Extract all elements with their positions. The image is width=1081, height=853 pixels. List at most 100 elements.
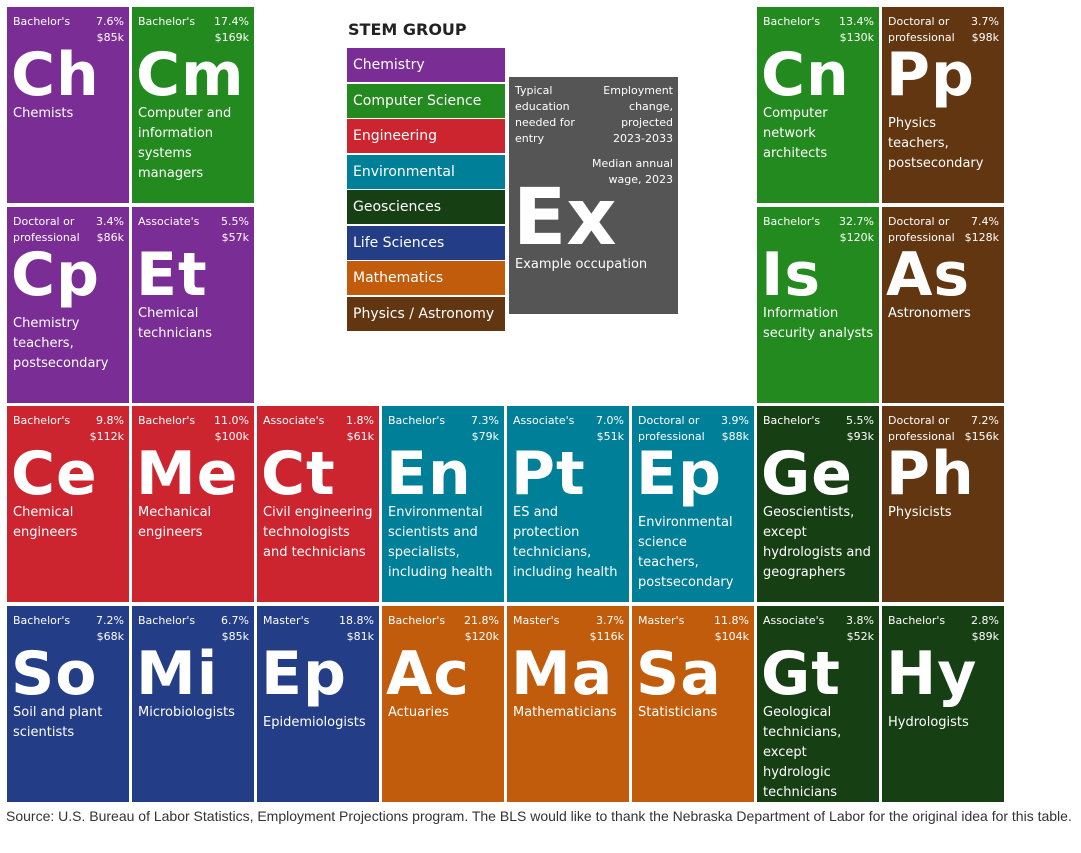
tile-wage: $61k	[346, 430, 374, 443]
tile-occupation: Chemical technicians	[138, 306, 213, 341]
tile-mechanical-engineers: Bachelor's 11.0% $100k Me Mechanical eng…	[132, 406, 254, 602]
tile-change: 7.6%	[96, 15, 124, 28]
tile-symbol: Ph	[886, 439, 975, 509]
tile-education: Bachelor's	[388, 414, 446, 427]
tile-computer-network-architects: Bachelor's 13.4% $130k Cn Computer netwo…	[757, 7, 879, 203]
tile-chemical-technicians: Associate's 5.5% $57k Et Chemical techni…	[132, 207, 254, 403]
tile-education: Associate's	[513, 414, 575, 427]
tile-education: Bachelor's	[138, 414, 196, 427]
tile-occupation: Geoscientists, except hydrologists and g…	[763, 505, 871, 580]
tile-education: Master's	[638, 614, 685, 627]
tile-education: Doctoral or professional	[13, 215, 80, 244]
tile-wage: $86k	[96, 231, 124, 244]
tile-education: Master's	[263, 614, 310, 627]
tile-education: Bachelor's	[763, 215, 821, 228]
tile-change: 13.4%	[839, 15, 874, 28]
legend-item-chemistry: Chemistry	[347, 48, 505, 82]
tile-symbol: Gt	[761, 639, 841, 709]
tile-wage: $112k	[89, 430, 124, 443]
tile-symbol: Cm	[136, 40, 245, 110]
tile-change: 2.8%	[971, 614, 999, 627]
tile-symbol: Ge	[761, 439, 853, 509]
tile-chemistry-teachers: Doctoral or professional 3.4% $86k Cp Ch…	[7, 207, 129, 403]
tile-statisticians: Master's 11.8% $104k Sa Statisticians	[632, 606, 754, 802]
tile-symbol: Ac	[386, 639, 471, 709]
tile-wage: $128k	[964, 231, 999, 244]
tile-symbol: Cp	[11, 240, 100, 310]
legend-item-computer-science: Computer Science	[347, 84, 505, 118]
tile-symbol: Ep	[261, 639, 347, 709]
tile-change: 7.2%	[96, 614, 124, 627]
tile-change: 3.7%	[596, 614, 624, 627]
tile-education: Doctoral or professional	[888, 15, 955, 44]
tile-epidemiologists: Master's 18.8% $81k Ep Epidemiologists	[257, 606, 379, 802]
example-symbol: Ex	[513, 173, 617, 263]
tile-physicists: Doctoral or professional 7.2% $156k Ph P…	[882, 406, 1004, 602]
tile-occupation: Physics teachers, postsecondary	[888, 116, 984, 171]
tile-occupation: Mechanical engineers	[138, 505, 212, 540]
tile-hydrologists: Bachelor's 2.8% $89k Hy Hydrologists	[882, 606, 1004, 802]
tile-education: Bachelor's	[138, 15, 196, 28]
tile-occupation: Chemical engineers	[13, 505, 78, 540]
tile-change: 9.8%	[96, 414, 124, 427]
tile-occupation: Geological technicians, except hydrologi…	[763, 705, 842, 800]
tile-computer-info-managers: Bachelor's 17.4% $169k Cm Computer and i…	[132, 7, 254, 203]
legend-title: STEM GROUP	[348, 20, 467, 39]
tile-wage: $93k	[846, 430, 874, 443]
tile-occupation: Computer network architects	[763, 106, 828, 161]
tile-wage: $85k	[96, 31, 124, 44]
tile-education: Associate's	[138, 215, 200, 228]
tile-education: Doctoral or professional	[638, 414, 705, 443]
tile-change: 7.2%	[971, 414, 999, 427]
tile-education: Doctoral or professional	[888, 414, 955, 443]
tile-symbol: Hy	[886, 639, 978, 709]
tile-wage: $98k	[971, 31, 999, 44]
tile-education: Associate's	[763, 614, 825, 627]
tile-education: Bachelor's	[888, 614, 946, 627]
tile-change: 11.8%	[714, 614, 749, 627]
tile-change: 3.4%	[96, 215, 124, 228]
tile-change: 18.8%	[339, 614, 374, 627]
tile-symbol: Ct	[261, 439, 336, 509]
tile-occupation: Environmental science teachers, postseco…	[638, 515, 734, 590]
tile-wage: $116k	[589, 630, 624, 643]
tile-symbol: So	[11, 639, 98, 709]
tile-occupation: Soil and plant scientists	[13, 705, 103, 740]
source-note: Source: U.S. Bureau of Labor Statistics,…	[6, 808, 1072, 824]
tile-education: Bachelor's	[763, 15, 821, 28]
tile-symbol: Is	[761, 240, 822, 310]
example-occupation: Example occupation	[515, 257, 648, 272]
tile-education: Master's	[513, 614, 560, 627]
tile-symbol: Sa	[636, 639, 722, 709]
tile-symbol: En	[386, 439, 472, 509]
example-wage-label: Median annual wage, 2023	[592, 157, 673, 186]
tile-change: 3.7%	[971, 15, 999, 28]
tile-education: Doctoral or professional	[888, 215, 955, 244]
tile-symbol: Mi	[136, 639, 219, 709]
tile-occupation: Information security analysts	[763, 306, 874, 341]
example-education-label: Typical education needed for entry	[515, 84, 575, 145]
tile-microbiologists: Bachelor's 6.7% $85k Mi Microbiologists	[132, 606, 254, 802]
tile-occupation: Microbiologists	[138, 705, 235, 720]
tile-wage: $120k	[464, 630, 499, 643]
tile-wage: $120k	[839, 231, 874, 244]
tile-wage: $130k	[839, 31, 874, 44]
tile-environmental-science-teachers: Doctoral or professional 3.9% $88k Ep En…	[632, 406, 754, 602]
legend-item-environmental-science: Environmental Science	[347, 155, 505, 214]
tile-geological-technicians: Associate's 3.8% $52k Gt Geological tech…	[757, 606, 879, 802]
tile-astronomers: Doctoral or professional 7.4% $128k As A…	[882, 207, 1004, 403]
tile-change: 3.9%	[721, 414, 749, 427]
tile-chemists: Bachelor's 7.6% $85k Ch Chemists	[7, 7, 129, 203]
tile-wage: $52k	[846, 630, 874, 643]
tile-occupation: Civil engineering technologists and tech…	[263, 505, 373, 560]
tile-wage: $68k	[96, 630, 124, 643]
tile-occupation: Epidemiologists	[263, 715, 366, 730]
tile-wage: $89k	[971, 630, 999, 643]
tile-symbol: Cn	[761, 40, 850, 110]
tile-wage: $88k	[721, 430, 749, 443]
tile-wage: $169k	[214, 31, 249, 44]
tile-occupation: Actuaries	[388, 705, 449, 720]
tile-change: 17.4%	[214, 15, 249, 28]
example-change-label: Employment change, projected 2023-2033	[603, 84, 673, 145]
tile-symbol: Ep	[636, 439, 722, 509]
